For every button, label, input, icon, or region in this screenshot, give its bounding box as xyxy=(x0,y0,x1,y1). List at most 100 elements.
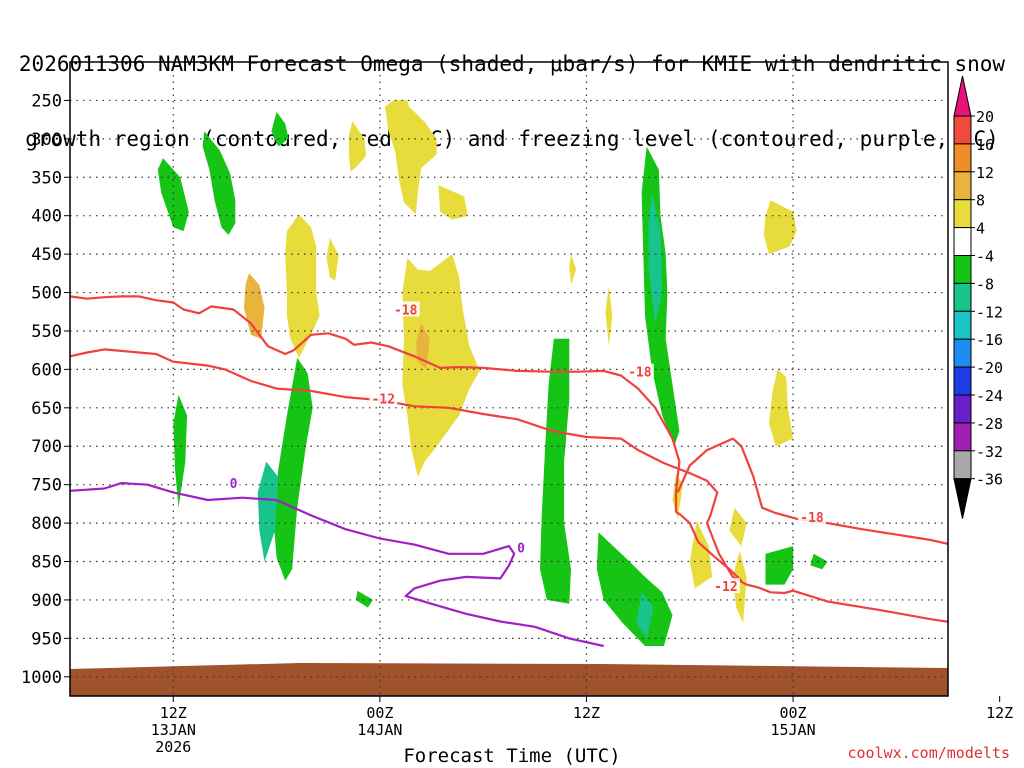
x-tick-label-18-1: 14JAN xyxy=(357,721,402,739)
contour-label-bg-0 xyxy=(391,301,420,317)
colorbar-swatch-5 xyxy=(953,227,972,257)
contour-label-bg-5 xyxy=(227,475,240,491)
omega-area-pos4-0 xyxy=(385,100,437,215)
colorbar-swatch-8 xyxy=(953,310,972,340)
colorbar-bottom-arrow xyxy=(953,478,972,519)
omega-area-pos4-10 xyxy=(729,507,747,547)
colorbar-swatch-9 xyxy=(953,338,972,368)
omega-area-pos4-12 xyxy=(769,369,794,447)
chart-title-line-1: 2026011306 NAM3KM Forecast Omega (shaded… xyxy=(18,52,1006,76)
colorbar-swatch-11 xyxy=(953,394,972,424)
colorbar-swatch-6 xyxy=(953,255,972,284)
colorbar-swatch-3 xyxy=(953,171,972,201)
colorbar-swatch-10 xyxy=(953,366,972,396)
omega-area-pos4-6 xyxy=(569,254,577,285)
x-tick-label-54-0: 12Z xyxy=(986,704,1013,722)
omega-area-neg8-30 xyxy=(257,461,279,562)
y-tick-label-400: 400 xyxy=(31,207,62,227)
y-tick-label-250: 250 xyxy=(31,91,62,111)
colorbar-swatch-7 xyxy=(953,282,972,312)
contour-label-bg-6 xyxy=(515,539,528,555)
omega-area-neg4-27 xyxy=(998,542,1022,630)
contour-label-6: 0 xyxy=(517,542,525,557)
omega-area-pos4-1 xyxy=(348,121,367,172)
x-tick-label-6-0: 12Z xyxy=(160,704,187,722)
colorbar-label-4: 4 xyxy=(976,220,985,238)
contour-line-2 xyxy=(70,348,948,623)
contour-label-2: -18 xyxy=(628,366,652,381)
colorbar-swatch-1 xyxy=(953,115,972,145)
site-credit: coolwx.com/modelts xyxy=(847,744,1010,762)
colorbar-label-5: -4 xyxy=(976,248,994,266)
contour-label-0: -18 xyxy=(394,303,418,318)
colorbar-label-3: 8 xyxy=(976,192,985,210)
colorbar-swatch-12 xyxy=(953,422,972,452)
colorbar-label-0: 20 xyxy=(976,108,994,126)
colorbar-label-9: -20 xyxy=(976,359,1003,377)
y-tick-label-900: 900 xyxy=(31,591,62,611)
contour-label-bg-3 xyxy=(797,508,826,524)
omega-area-pos4-13 xyxy=(763,200,797,255)
y-tick-label-600: 600 xyxy=(31,360,62,380)
colorbar-label-1: 16 xyxy=(976,136,994,154)
colorbar-swatch-4 xyxy=(953,199,972,229)
y-tick-label-550: 550 xyxy=(31,322,62,342)
omega-area-neg4-22 xyxy=(540,338,571,604)
x-tick-label-6-1: 13JAN xyxy=(151,721,196,739)
omega-area-neg4-19 xyxy=(271,112,289,147)
contour-label-4: -12 xyxy=(714,580,737,595)
colorbar-label-7: -12 xyxy=(976,303,1003,321)
colorbar-label-13: -36 xyxy=(976,471,1003,489)
y-tick-label-1000: 1000 xyxy=(21,668,62,688)
omega-area-pos4-2 xyxy=(438,185,468,220)
plot-frame xyxy=(69,61,949,697)
omega-area-neg4-24 xyxy=(596,532,673,646)
omega-area-neg4-18 xyxy=(202,131,236,235)
y-tick-label-950: 950 xyxy=(31,629,62,649)
omega-area-neg4-21 xyxy=(273,357,313,581)
y-tick-label-350: 350 xyxy=(31,168,62,188)
contour-line-3 xyxy=(70,482,604,648)
chart-title: 2026011306 NAM3KM Forecast Omega (shaded… xyxy=(0,2,1024,177)
x-tick-label-18-0: 00Z xyxy=(366,704,393,722)
contour-label-bg-4 xyxy=(711,578,740,594)
colorbar-label-2: 12 xyxy=(976,164,994,182)
omega-area-neg4-28 xyxy=(157,158,189,232)
omega-area-neg8-31 xyxy=(648,192,663,324)
contour-label-3: -18 xyxy=(800,511,824,526)
contour-label-1: -12 xyxy=(372,393,395,408)
y-tick-label-650: 650 xyxy=(31,399,62,419)
contour-line-0 xyxy=(70,295,743,582)
colorbar-top-arrow xyxy=(953,75,972,117)
omega-area-pos4-3 xyxy=(285,214,320,358)
ground-layer xyxy=(70,663,948,696)
contour-label-5: 0 xyxy=(230,477,238,492)
omega-area-pos4-5 xyxy=(402,254,480,477)
contour-line-1 xyxy=(676,437,948,545)
contour-label-layer: -18 -12 -18 -18 -12 0 0 xyxy=(227,301,826,595)
contour-label-bg-2 xyxy=(625,363,654,379)
colorbar-label-8: -16 xyxy=(976,331,1003,349)
omega-shading-layer xyxy=(157,100,1022,646)
colorbar: 20 16 12 8 4 -4 -8 -12 -16 -20 -24 -28 -32 -36 xyxy=(953,75,1003,519)
y-tick-label-800: 800 xyxy=(31,514,62,534)
ground-terrain xyxy=(70,663,948,696)
y-axis: 250 300 350 400 450 500 550 600 650 700 750 800 850 9… xyxy=(21,91,70,688)
colorbar-label-10: -24 xyxy=(976,387,1003,405)
omega-area-neg4-29 xyxy=(355,590,373,608)
x-tick-label-42-0: 00Z xyxy=(780,704,807,722)
y-tick-label-700: 700 xyxy=(31,437,62,457)
y-tick-label-500: 500 xyxy=(31,284,62,304)
x-tick-label-30-0: 12Z xyxy=(573,704,600,722)
omega-area-neg8-32 xyxy=(636,592,654,639)
x-axis-title: Forecast Time (UTC) xyxy=(403,745,621,767)
y-tick-label-300: 300 xyxy=(31,130,62,150)
colorbar-label-12: -32 xyxy=(976,443,1003,461)
colorbar-swatch-13 xyxy=(953,450,972,480)
colorbar-label-11: -28 xyxy=(976,415,1003,433)
omega-area-neg4-25 xyxy=(765,546,794,585)
omega-area-pos4-7 xyxy=(605,286,613,347)
colorbar-swatch-2 xyxy=(953,143,972,173)
